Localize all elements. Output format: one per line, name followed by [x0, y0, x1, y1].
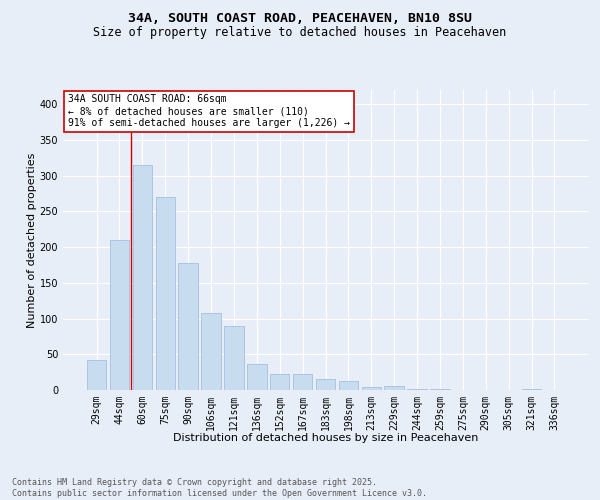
- Bar: [338, 380, 358, 390]
- Bar: [362, 387, 381, 390]
- Bar: [316, 380, 335, 390]
- Text: Size of property relative to detached houses in Peacehaven: Size of property relative to detached ho…: [94, 26, 506, 39]
- Bar: [202, 313, 221, 390]
- Bar: [430, 388, 449, 390]
- Text: 34A, SOUTH COAST ROAD, PEACEHAVEN, BN10 8SU: 34A, SOUTH COAST ROAD, PEACEHAVEN, BN10 …: [128, 12, 472, 26]
- Y-axis label: Number of detached properties: Number of detached properties: [27, 152, 37, 328]
- Bar: [155, 197, 175, 390]
- Bar: [133, 165, 152, 390]
- Bar: [293, 374, 313, 390]
- Bar: [110, 240, 129, 390]
- Bar: [270, 374, 289, 390]
- Bar: [522, 388, 541, 390]
- Bar: [385, 386, 404, 390]
- Bar: [178, 263, 198, 390]
- X-axis label: Distribution of detached houses by size in Peacehaven: Distribution of detached houses by size …: [173, 433, 478, 443]
- Bar: [247, 364, 266, 390]
- Bar: [87, 360, 106, 390]
- Text: Contains HM Land Registry data © Crown copyright and database right 2025.
Contai: Contains HM Land Registry data © Crown c…: [12, 478, 427, 498]
- Text: 34A SOUTH COAST ROAD: 66sqm
← 8% of detached houses are smaller (110)
91% of sem: 34A SOUTH COAST ROAD: 66sqm ← 8% of deta…: [68, 94, 350, 128]
- Bar: [224, 326, 244, 390]
